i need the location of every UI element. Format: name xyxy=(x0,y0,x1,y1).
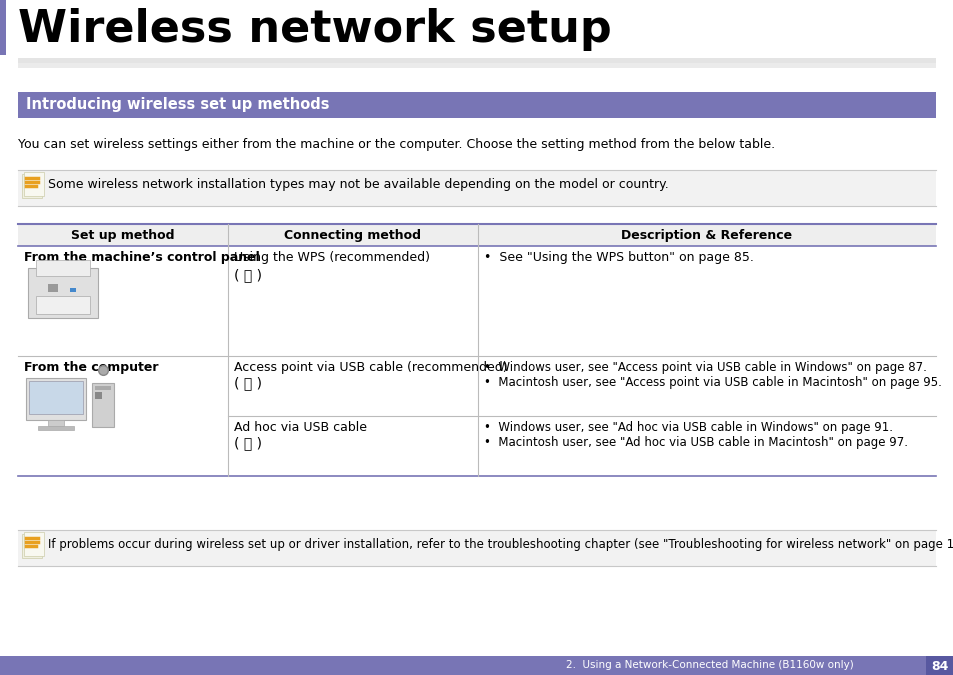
Text: From the computer: From the computer xyxy=(24,361,158,374)
Text: •  Macintosh user, see "Ad hoc via USB cable in Macintosh" on page 97.: • Macintosh user, see "Ad hoc via USB ca… xyxy=(483,436,907,449)
Text: Using the WPS (recommended): Using the WPS (recommended) xyxy=(233,251,430,264)
Text: 2.  Using a Network-Connected Machine (B1160w only): 2. Using a Network-Connected Machine (B1… xyxy=(566,660,853,670)
Bar xyxy=(24,172,44,196)
Bar xyxy=(38,426,74,430)
Bar xyxy=(24,532,44,556)
Text: Access point via USB cable (recommended): Access point via USB cable (recommended) xyxy=(233,361,507,374)
Bar xyxy=(18,92,935,118)
Text: Description & Reference: Description & Reference xyxy=(620,229,792,242)
Bar xyxy=(36,296,90,314)
Bar xyxy=(18,224,935,246)
Text: If problems occur during wireless set up or driver installation, refer to the tr: If problems occur during wireless set up… xyxy=(48,538,953,551)
Text: From the machine’s control panel: From the machine’s control panel xyxy=(24,251,259,264)
Bar xyxy=(48,284,58,292)
Bar xyxy=(26,378,86,420)
Text: ( ⓐ ): ( ⓐ ) xyxy=(233,376,262,390)
Bar xyxy=(36,260,90,276)
Bar xyxy=(0,0,6,55)
Bar xyxy=(18,58,935,63)
Bar xyxy=(95,386,111,390)
Bar xyxy=(18,58,935,68)
Bar xyxy=(925,656,953,675)
Text: ( ⓐ ): ( ⓐ ) xyxy=(233,436,262,450)
Bar xyxy=(29,381,83,414)
Bar xyxy=(22,174,42,198)
Text: Ad hoc via USB cable: Ad hoc via USB cable xyxy=(233,421,367,434)
Bar xyxy=(48,420,64,426)
Text: Set up method: Set up method xyxy=(71,229,174,242)
Text: Some wireless network installation types may not be available depending on the m: Some wireless network installation types… xyxy=(48,178,668,191)
Text: •  See "Using the WPS button" on page 85.: • See "Using the WPS button" on page 85. xyxy=(483,251,753,264)
Bar xyxy=(18,530,935,566)
Text: Wireless network setup: Wireless network setup xyxy=(18,8,611,51)
Text: •  Macintosh user, see "Access point via USB cable in Macintosh" on page 95.: • Macintosh user, see "Access point via … xyxy=(483,376,941,389)
Text: You can set wireless settings either from the machine or the computer. Choose th: You can set wireless settings either fro… xyxy=(18,138,774,151)
Text: 84: 84 xyxy=(930,660,947,673)
Text: •  Windows user, see "Access point via USB cable in Windows" on page 87.: • Windows user, see "Access point via US… xyxy=(483,361,926,374)
Text: Introducing wireless set up methods: Introducing wireless set up methods xyxy=(26,97,329,112)
Bar xyxy=(91,383,113,427)
Bar xyxy=(95,392,102,399)
Bar xyxy=(70,288,76,292)
Bar xyxy=(22,534,42,558)
Bar xyxy=(18,170,935,206)
Text: Connecting method: Connecting method xyxy=(284,229,421,242)
Text: •  Windows user, see "Ad hoc via USB cable in Windows" on page 91.: • Windows user, see "Ad hoc via USB cabl… xyxy=(483,421,892,434)
Text: ( ⓐ ): ( ⓐ ) xyxy=(233,268,262,282)
Bar xyxy=(28,268,98,318)
Bar xyxy=(0,656,953,675)
